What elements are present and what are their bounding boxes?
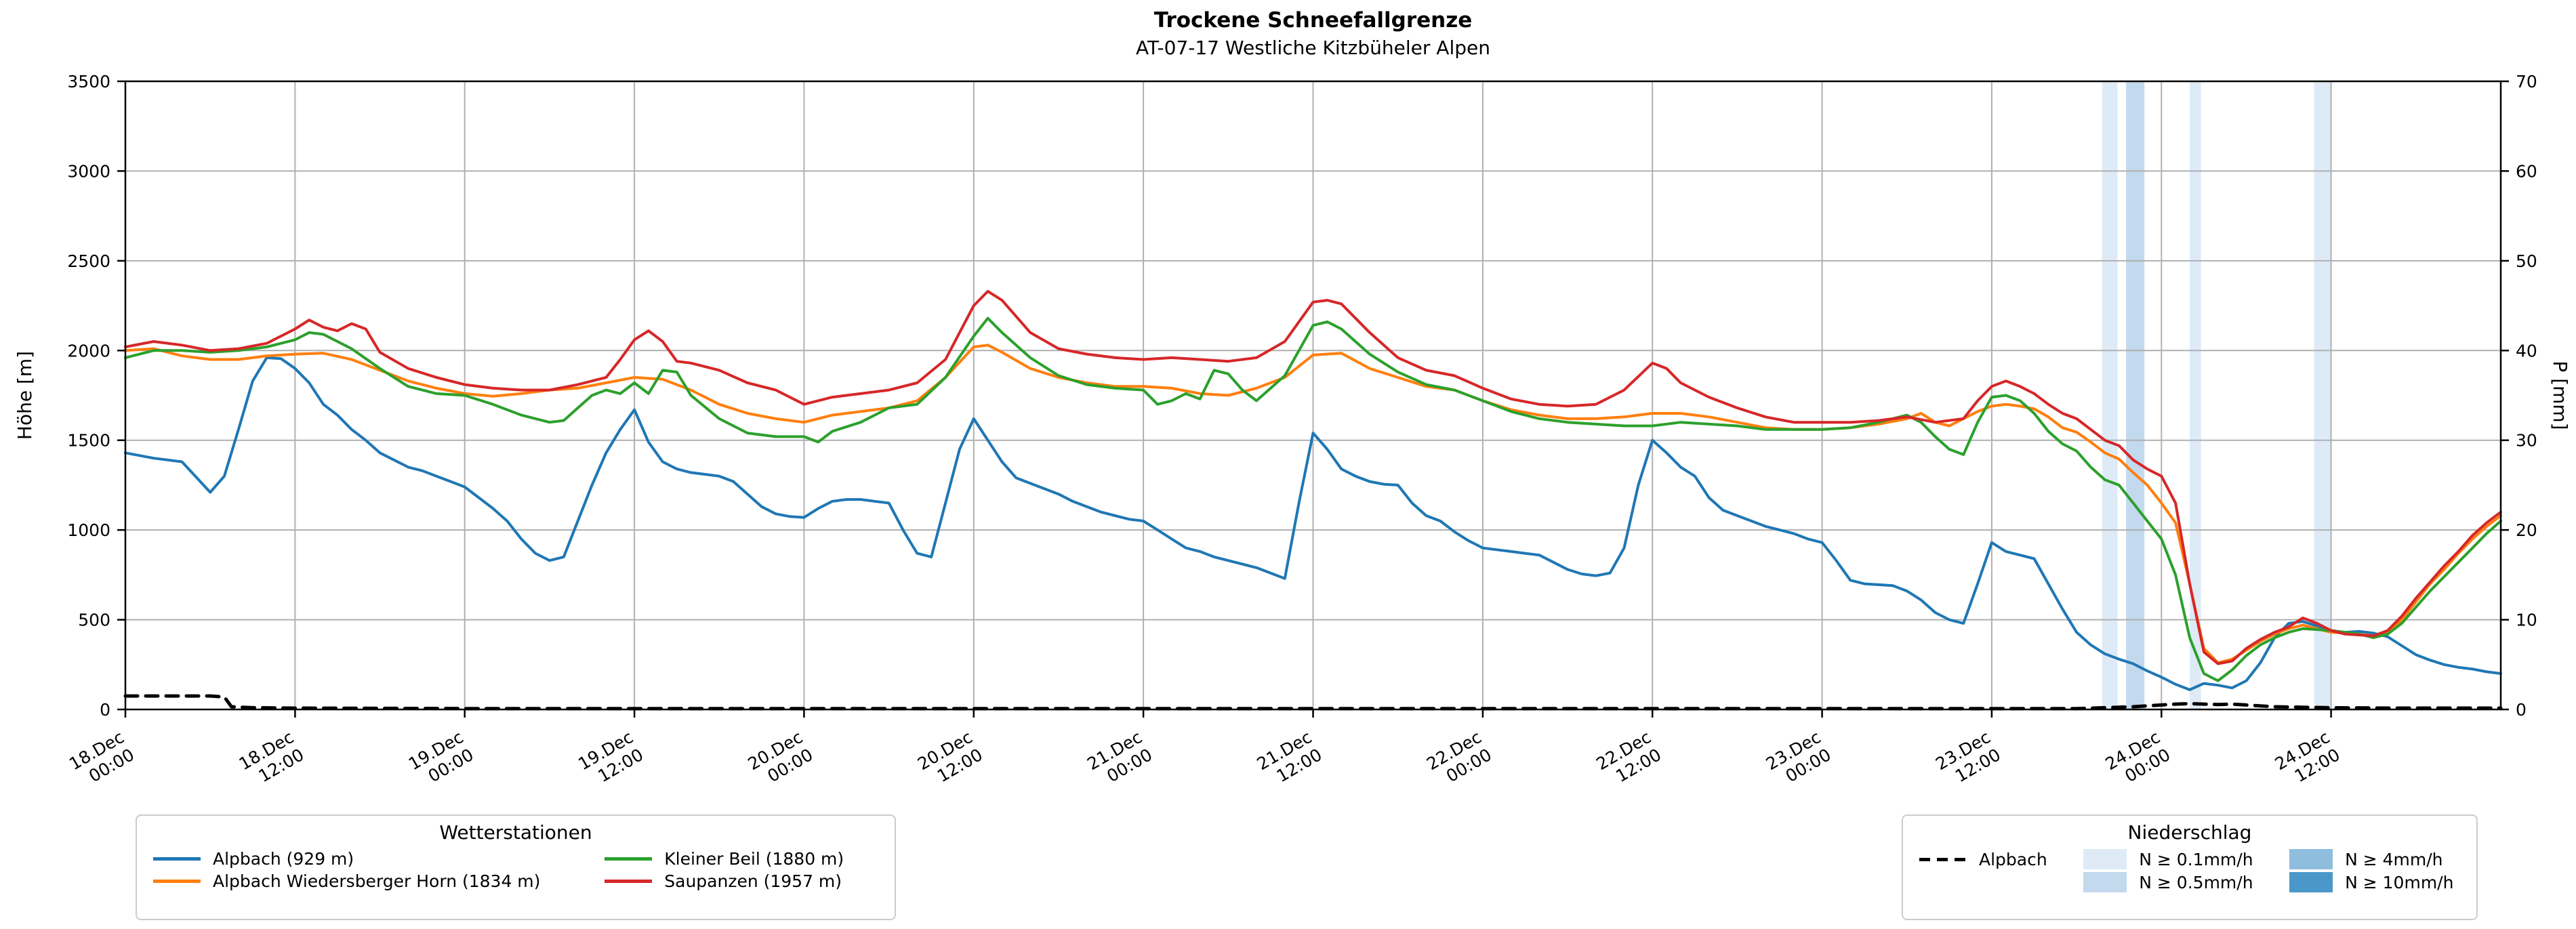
legend-item-label: N ≥ 0.5mm/h [2139, 872, 2253, 892]
legend-item-kleiner-beil: Kleiner Beil (1880 m) [605, 849, 878, 869]
svg-text:20: 20 [2516, 520, 2537, 540]
svg-text:2000: 2000 [67, 341, 110, 360]
legend-item-label: Alpbach [1979, 849, 2047, 869]
legend-wetterstationen-items: Alpbach (929 m) Alpbach Wiedersberger Ho… [153, 849, 878, 891]
svg-text:30: 30 [2516, 431, 2537, 451]
saupanzen-line-swatch-icon [605, 880, 653, 883]
legend-item-alpbach-precip: Alpbach [1919, 850, 2053, 869]
legend-item-wiedersberger-horn: Alpbach Wiedersberger Horn (1834 m) [153, 871, 575, 891]
svg-text:P [mm]: P [mm] [2549, 360, 2571, 430]
alpbach-line-swatch-icon [153, 857, 201, 861]
svg-text:500: 500 [78, 611, 110, 630]
svg-text:18.Dec00:00: 18.Dec00:00 [66, 727, 138, 789]
svg-text:18.Dec12:00: 18.Dec12:00 [236, 727, 308, 789]
legend-item-label: N ≥ 10mm/h [2345, 872, 2454, 892]
svg-text:23.Dec12:00: 23.Dec12:00 [1932, 727, 2004, 789]
svg-text:20.Dec00:00: 20.Dec00:00 [745, 727, 817, 789]
legend-niederschlag-title: Niederschlag [2127, 821, 2252, 844]
precip-10-patch-icon [2289, 872, 2333, 892]
chart-canvas: 0 500 1000 1500 2000 2500 3000 3500 0 10 20 30 40 50 6… [14, 72, 2571, 789]
svg-text:22.Dec12:00: 22.Dec12:00 [1593, 727, 1664, 789]
legend-niederschlag-items: Alpbach N ≥ 0.1mm/h N ≥ 0.5mm/h N ≥ 4mm/… [1919, 849, 2460, 892]
svg-text:24.Dec12:00: 24.Dec12:00 [2272, 727, 2344, 789]
legend-item-precip-05: N ≥ 0.5mm/h [2083, 872, 2260, 892]
precip-01-patch-icon [2083, 849, 2127, 869]
svg-text:60: 60 [2516, 161, 2537, 181]
svg-text:Höhe [m]: Höhe [m] [14, 351, 36, 440]
svg-text:70: 70 [2516, 72, 2537, 91]
svg-text:1500: 1500 [67, 431, 110, 451]
legend-wetterstationen: Wetterstationen Alpbach (929 m) Alpbach … [136, 814, 896, 920]
legend-item-saupanzen: Saupanzen (1957 m) [605, 871, 878, 891]
svg-text:19.Dec00:00: 19.Dec00:00 [405, 727, 477, 789]
svg-text:19.Dec12:00: 19.Dec12:00 [575, 727, 647, 789]
kleiner-beil-line-swatch-icon [605, 857, 653, 861]
svg-text:3000: 3000 [67, 161, 110, 181]
svg-text:20.Dec12:00: 20.Dec12:00 [914, 727, 986, 789]
svg-text:22.Dec00:00: 22.Dec00:00 [1423, 727, 1495, 789]
svg-text:0: 0 [2516, 700, 2527, 720]
legend-wetterstationen-title: Wetterstationen [439, 821, 592, 844]
legend-item-alpbach: Alpbach (929 m) [153, 849, 575, 869]
legend-item-label: N ≥ 0.1mm/h [2139, 849, 2253, 869]
precip-05-patch-icon [2083, 872, 2127, 892]
svg-text:10: 10 [2516, 611, 2537, 630]
svg-text:3500: 3500 [67, 72, 110, 91]
legend-item-label: Alpbach (929 m) [213, 849, 354, 869]
svg-text:50: 50 [2516, 251, 2537, 271]
svg-text:21.Dec00:00: 21.Dec00:00 [1084, 727, 1156, 789]
svg-text:40: 40 [2516, 341, 2537, 360]
legend-item-label: Saupanzen (1957 m) [664, 871, 842, 891]
wiedersberger-line-swatch-icon [153, 880, 201, 883]
svg-text:0: 0 [100, 700, 110, 720]
svg-text:2500: 2500 [67, 251, 110, 271]
chart-title: Trockene Schneefallgrenze [1153, 8, 1473, 33]
svg-text:24.Dec00:00: 24.Dec00:00 [2102, 727, 2173, 789]
svg-text:23.Dec00:00: 23.Dec00:00 [1763, 727, 1835, 789]
legend-item-label: N ≥ 4mm/h [2345, 849, 2443, 869]
legend-item-precip-01: N ≥ 0.1mm/h [2083, 849, 2260, 869]
legend-item-precip-4: N ≥ 4mm/h [2289, 849, 2460, 869]
precip-4-patch-icon [2289, 849, 2333, 869]
dashed-line-swatch-icon [1919, 857, 1967, 861]
legend-item-precip-10: N ≥ 10mm/h [2289, 872, 2460, 892]
svg-text:21.Dec12:00: 21.Dec12:00 [1254, 727, 1326, 789]
legend-item-label: Alpbach Wiedersberger Horn (1834 m) [213, 871, 541, 891]
svg-text:1000: 1000 [67, 520, 110, 540]
legend-item-label: Kleiner Beil (1880 m) [664, 849, 844, 869]
chart-subtitle: AT-07-17 Westliche Kitzbüheler Alpen [1136, 37, 1490, 59]
legend-niederschlag: Niederschlag Alpbach N ≥ 0.1mm/h N ≥ 0.5… [1902, 814, 2478, 920]
